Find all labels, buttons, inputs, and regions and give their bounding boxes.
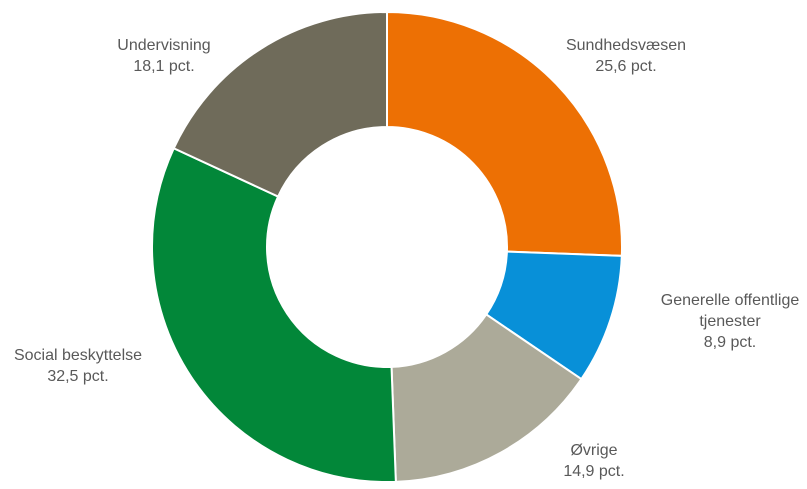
category-text: tjenester	[699, 313, 761, 330]
value-text: 32,5 pct.	[47, 368, 108, 385]
label-undervisning: Undervisning 18,1 pct.	[117, 37, 210, 75]
category-text: Generelle offentlige	[661, 292, 800, 309]
label-oevrige: Øvrige 14,9 pct.	[563, 442, 624, 480]
label-generelle-offentlige-tjenester: Generelle offentlige tjenester 8,9 pct.	[661, 292, 800, 351]
value-text: 25,6 pct.	[595, 58, 656, 75]
value-text: 14,9 pct.	[563, 463, 624, 480]
slice-social-beskyttelse	[151, 146, 397, 483]
value-text: 8,9 pct.	[704, 334, 756, 351]
category-text: Social beskyttelse	[14, 347, 142, 364]
slices-layer	[151, 10, 623, 483]
slice-sundhedsvaesen	[386, 10, 623, 257]
slice-undervisning	[172, 10, 388, 198]
category-text: Øvrige	[570, 442, 617, 459]
category-text: Undervisning	[117, 37, 210, 54]
label-social-beskyttelse: Social beskyttelse 32,5 pct.	[14, 347, 142, 385]
category-text: Sundhedsvæsen	[566, 37, 686, 54]
slice-oevrige	[390, 313, 583, 483]
labels-layer: Sundhedsvæsen 25,6 pct. Generelle offentli…	[14, 37, 799, 480]
value-text: 18,1 pct.	[133, 58, 194, 75]
label-sundhedsvaesen: Sundhedsvæsen 25,6 pct.	[566, 37, 686, 75]
